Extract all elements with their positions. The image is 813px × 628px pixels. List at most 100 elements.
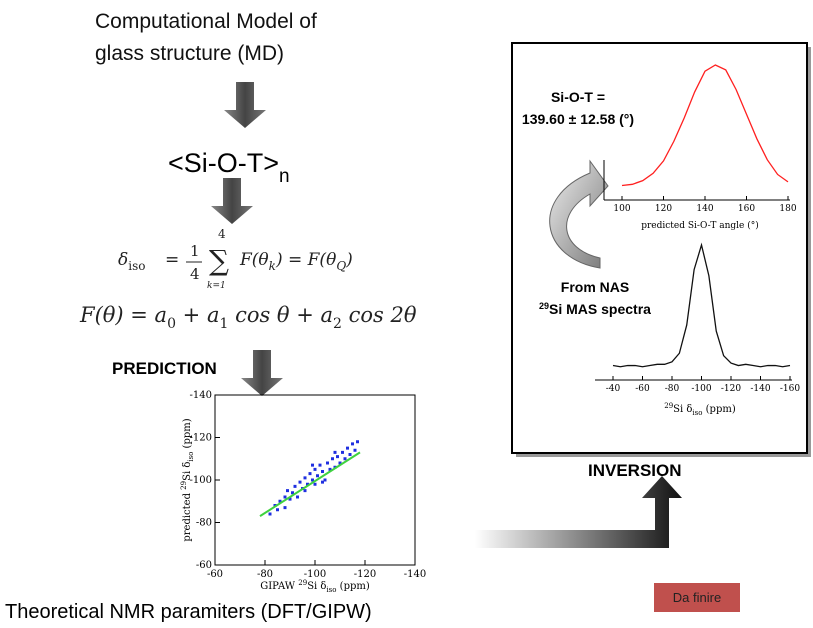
point — [321, 480, 324, 484]
axis-label: predicted 29Si δiso (ppm) — [180, 418, 195, 541]
point — [308, 472, 312, 476]
axis-label: predicted Si-O-T angle (°) — [641, 220, 759, 231]
header-line: Computational Model of — [95, 10, 317, 33]
point — [351, 442, 354, 446]
arrow-down — [241, 350, 283, 396]
sub: iso — [692, 409, 702, 417]
average-label: <Si-O-T>n — [168, 148, 290, 187]
point — [323, 478, 327, 482]
subscript: k — [269, 259, 276, 273]
point — [286, 489, 289, 493]
label-text: (ppm) — [182, 418, 193, 451]
label-text: GIPAW — [260, 581, 298, 592]
subscript: Q — [336, 259, 346, 273]
formula-rhs: F(θk) = F(θQ) — [239, 250, 353, 273]
x-tick-label: -60 — [207, 569, 223, 580]
x-tick-label: -160 — [780, 384, 800, 394]
x-tick-label: 140 — [696, 204, 713, 214]
axis-label: GIPAW 29Si δiso (ppm) — [260, 579, 370, 594]
point — [283, 495, 287, 499]
point — [303, 489, 307, 493]
label-text: Si δ — [307, 581, 326, 592]
label-text: Si δ — [182, 462, 193, 481]
prediction-label: PREDICTION — [112, 359, 217, 378]
point — [348, 453, 352, 456]
subscript: 0 — [167, 316, 176, 332]
header-line: glass structure (MD) — [95, 42, 284, 65]
inversion-label: INVERSION — [588, 461, 682, 480]
term: cos 2θ — [342, 303, 417, 327]
point — [278, 499, 282, 503]
point — [331, 457, 334, 461]
x-tick-label: -60 — [635, 384, 650, 394]
point — [313, 482, 317, 486]
point — [353, 448, 357, 452]
x-tick-label: 180 — [779, 204, 796, 214]
y-tick-label: -80 — [196, 518, 212, 529]
sup: 29 — [298, 579, 307, 587]
point — [298, 480, 302, 484]
sum-bottom: k=1 — [207, 281, 226, 291]
sup: 29 — [180, 481, 188, 490]
point — [338, 461, 342, 465]
sub: iso — [187, 452, 195, 462]
label-text: Si δ — [673, 404, 692, 415]
x-tick-label: 100 — [613, 204, 630, 214]
result-line: Si-O-T = — [551, 89, 605, 105]
status-button[interactable] — [654, 583, 740, 612]
fit-line — [259, 451, 361, 517]
sup: 29 — [539, 301, 549, 311]
y-tick-label: -140 — [190, 390, 212, 401]
point — [276, 508, 279, 512]
source-line: From NAS — [561, 279, 629, 295]
sub: iso — [326, 586, 336, 594]
term: F(θ) = a — [79, 303, 167, 327]
result-line: 139.60 ± 12.58 (°) — [522, 111, 634, 127]
source-text: Si MAS spectra — [549, 301, 651, 317]
formula-lhs: δiso — [118, 250, 145, 273]
sum: ∑ — [209, 244, 229, 277]
subscript: iso — [128, 259, 145, 273]
point — [288, 497, 292, 501]
subscript: 1 — [219, 316, 228, 332]
x-tick-label: -40 — [606, 384, 621, 394]
point — [311, 478, 314, 482]
label-text: (ppm) — [336, 581, 369, 592]
x-tick-label: -140 — [404, 569, 426, 580]
axis-label: 29Si δiso (ppm) — [664, 402, 736, 417]
point — [311, 463, 314, 467]
point — [356, 440, 359, 444]
inversion-arrow — [475, 476, 682, 548]
point — [293, 484, 297, 488]
x-tick-label: -80 — [665, 384, 680, 394]
x-tick-label: -120 — [721, 384, 741, 394]
point — [268, 512, 272, 516]
x-tick-label: -80 — [257, 569, 273, 580]
point — [346, 446, 349, 450]
frac-den: 4 — [190, 265, 200, 283]
point — [336, 455, 339, 459]
point — [291, 491, 294, 495]
curved-arrow — [549, 159, 609, 269]
sup: 29 — [664, 402, 673, 410]
status-button-label: Da finire — [673, 590, 721, 605]
x-tick-label: 120 — [655, 204, 672, 214]
term: + a — [176, 303, 219, 327]
arrow-down — [224, 82, 266, 128]
point — [296, 495, 299, 499]
average-sub: n — [279, 166, 290, 187]
average-text: <Si-O-T> — [168, 148, 279, 178]
point — [321, 470, 324, 473]
x-tick-label: -100 — [691, 384, 711, 394]
label-text: predicted — [182, 490, 193, 542]
term: F(θ — [239, 250, 269, 270]
point — [318, 463, 322, 467]
term: ) — [345, 250, 353, 270]
point — [328, 467, 332, 471]
source-line: 29Si MAS spectra — [539, 301, 651, 317]
y-tick-label: -120 — [190, 433, 212, 444]
x-tick-label: -100 — [304, 569, 326, 580]
arrow-down — [211, 178, 253, 224]
